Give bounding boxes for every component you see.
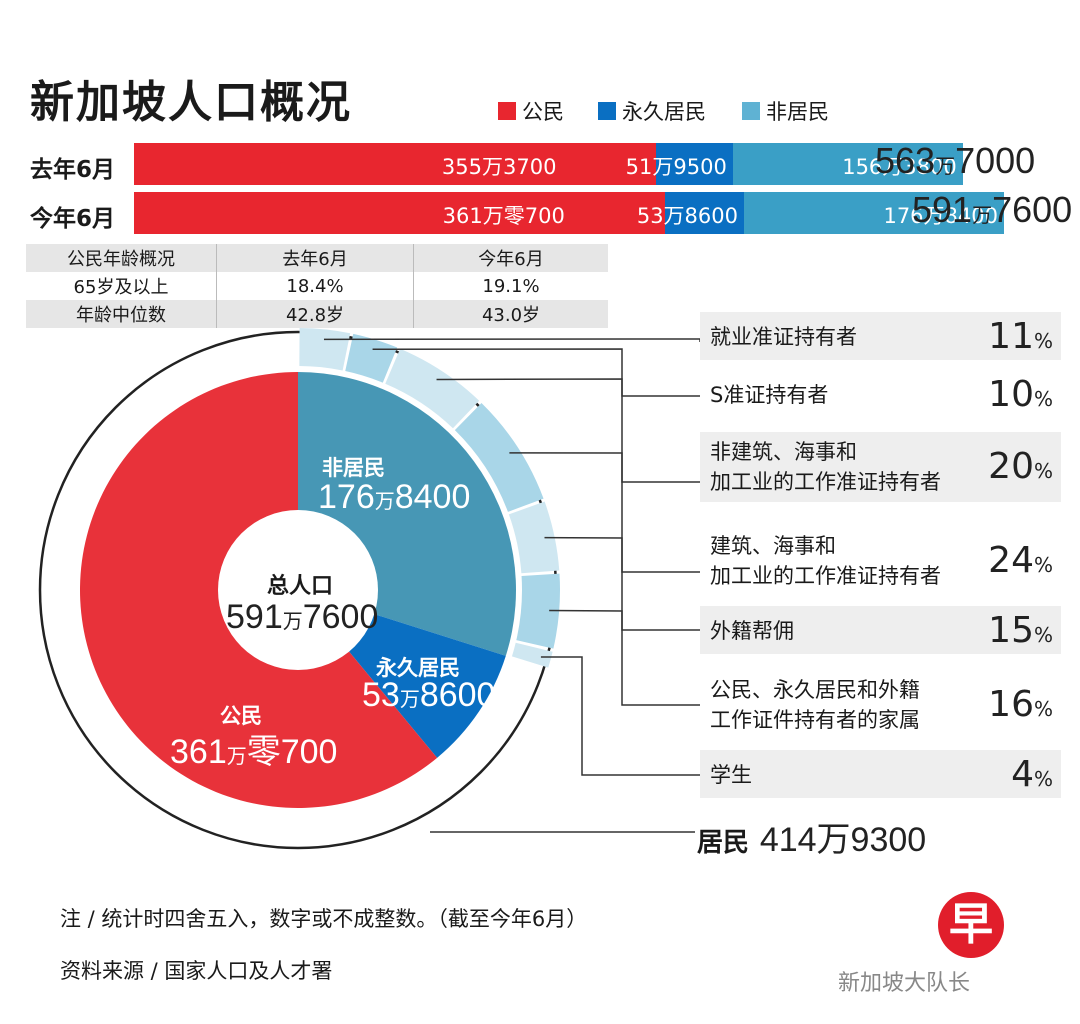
connector-line [540,656,700,776]
donut-value-pr: 53万8600 [362,676,496,714]
bar-segment: 156万3800 [732,143,963,185]
legend-label: 非居民 [766,100,829,124]
breakdown-label: S准证持有者 [710,383,829,407]
bar-segment: 176万8400 [744,192,1004,234]
breakdown-item-dependants: 公民、永久居民和外籍 工作证件持有者的家属 16% [700,670,1061,740]
subring-slice [516,573,560,649]
legend-item-citizen: 公民 [498,96,564,126]
breakdown-item-domestic-worker: 外籍帮佣 15% [700,606,1061,654]
donut-value-citizen: 361万零700 [170,733,338,771]
subring-slice [454,402,544,512]
subring-slice [385,348,480,429]
bar-segment-label: 53万8600 [636,204,738,228]
table-row: 年龄中位数 42.8岁 43.0岁 [26,300,608,328]
breakdown-item-work-permit-construction: 建筑、海事和加工业的工作准证持有者 24% [700,526,1061,596]
subring-slice [511,642,553,668]
table-cell: 65岁及以上 [73,277,169,298]
donut-label-pr: 永久居民 [376,656,460,680]
breakdown-pct: 11% [988,315,1053,357]
bar-total-last-year: 563万7000 [875,140,1036,181]
donut-center-value: 591万7600 [226,598,379,636]
breakdown-item-students: 学生 4% [700,750,1061,798]
subring-slice [299,328,351,371]
breakdown-label: 学生 [710,763,752,787]
breakdown-label-line: 建筑、海事和 [710,533,836,558]
bar-segment: 53万8600 [637,192,744,234]
zaobao-logo: 早 [938,892,1004,958]
connector-line [509,452,700,573]
breakdown-label-line: 加工业的工作准证持有者 [710,470,941,494]
breakdown-item-employment-pass: 就业准证持有者 11% [700,312,1061,360]
subring-slice [508,501,560,574]
connector-line [549,609,700,706]
bar-segment: 51万9500 [626,143,733,185]
legend-swatch [498,102,516,120]
legend-swatch [598,102,616,120]
breakdown-label-line: 加工业的工作准证持有者 [710,564,941,588]
table-row: 65岁及以上 18.4% 19.1% [26,272,608,300]
donut-hole [218,510,378,670]
subring-slice [345,333,398,383]
stacked-bar-this-year: 361万零700 53万8600 176万8400 [134,192,1004,234]
residents-label: 居民 [697,828,750,858]
bar-row-label-this-year: 今年6月 [30,206,116,232]
legend-item-pr: 永久居民 [598,96,706,126]
breakdown-pct: 24% [988,539,1053,581]
bar-segment-label: 361万零700 [442,204,565,228]
breakdown-pct: 4% [1011,753,1053,795]
breakdown-label: 就业准证持有者 [710,325,857,349]
breakdown-pct: 10% [988,373,1053,415]
bar-row-label-last-year: 去年6月 [30,157,116,183]
breakdown-label: 外籍帮佣 [710,619,794,643]
table-cell: 43.0岁 [413,300,608,328]
bar-segment-label: 156万3800 [842,155,957,179]
legend-label: 永久居民 [622,100,706,124]
breakdown-pct: 15% [988,609,1053,651]
connector-line [372,348,700,397]
table-cell: 18.4% [216,272,414,300]
table-cell: 19.1% [413,272,608,300]
footnote: 注 / 统计时四舍五入，数字或不成整数。（截至今年6月） [60,907,588,931]
residents-value: 414万9300 [759,821,927,859]
bar-segment: 355万3700 [134,143,657,185]
bar-total-this-year: 591万7600 [912,189,1073,230]
legend-swatch [742,102,760,120]
breakdown-pct: 20% [988,445,1053,487]
legend-item-nonresident: 非居民 [742,96,829,126]
table-header-cell: 今年6月 [413,244,608,272]
donut-label-nonresident: 非居民 [322,456,385,480]
bar-segment: 361万零700 [134,192,665,234]
table-header-cell: 去年6月 [216,244,414,272]
connector-line [544,536,700,631]
legend-label: 公民 [522,100,564,124]
page-title: 新加坡人口概况 [30,77,352,128]
stacked-bar-last-year: 355万3700 51万9500 156万3800 [134,143,963,185]
source-credit: 资料来源 / 国家人口及人才署 [60,959,333,983]
breakdown-label-line: 公民、永久居民和外籍 [710,677,920,702]
bar-segment-label: 355万3700 [441,155,557,179]
bar-segment-label: 176万8400 [883,204,998,228]
donut-value-nonresident: 176万8400 [318,478,471,516]
watermark: 新加坡大队长 [838,971,971,996]
table-cell: 年龄中位数 [76,305,166,326]
table-header-cell: 公民年龄概况 [67,249,175,270]
breakdown-pct: 16% [988,683,1053,725]
bar-segment-label: 51万9500 [625,155,727,179]
breakdown-label-line: 非建筑、海事和 [710,439,857,464]
connector-line [436,378,700,483]
breakdown-item-work-permit-non-construction: 非建筑、海事和加工业的工作准证持有者 20% [700,432,1061,502]
table-header-row: 公民年龄概况 去年6月 今年6月 [26,244,608,272]
donut-label-citizen: 公民 [220,704,262,728]
age-table: 公民年龄概况 去年6月 今年6月 65岁及以上 18.4% 19.1% 年龄中位… [26,244,608,328]
breakdown-label-line: 工作证件持有者的家属 [710,708,920,732]
donut-center-label: 总人口 [266,574,333,599]
breakdown-item-s-pass: S准证持有者 10% [700,370,1061,418]
table-cell: 42.8岁 [216,300,414,328]
residents-total: 居民 414万9300 [697,812,926,861]
